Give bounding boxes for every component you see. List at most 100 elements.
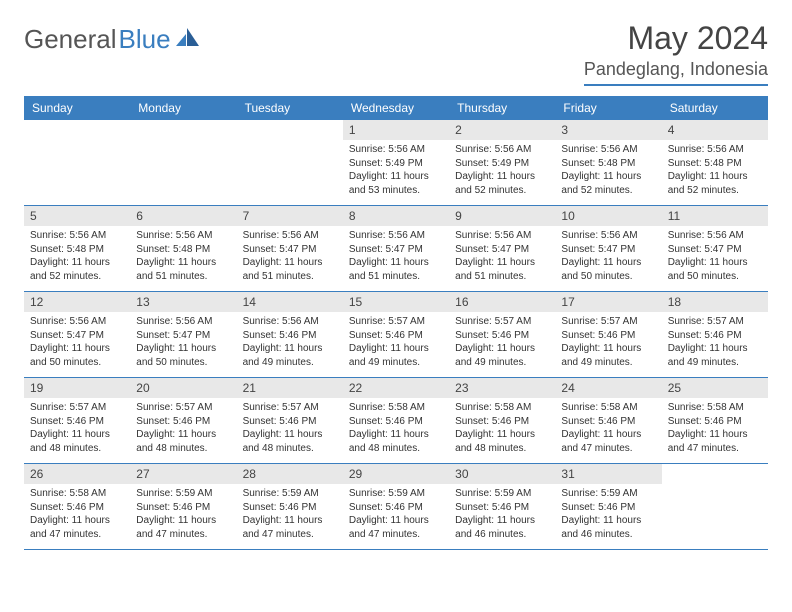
calendar-grid: 1Sunrise: 5:56 AMSunset: 5:49 PMDaylight… [24, 120, 768, 550]
weekday-label: Tuesday [237, 96, 343, 120]
location-label: Pandeglang, Indonesia [584, 59, 768, 86]
calendar-cell: 22Sunrise: 5:58 AMSunset: 5:46 PMDayligh… [343, 378, 449, 464]
sunset-line: Sunset: 5:48 PM [136, 243, 230, 257]
daylight-line: Daylight: 11 hours and 50 minutes. [136, 342, 230, 369]
day-number: 9 [449, 206, 555, 226]
day-number: 5 [24, 206, 130, 226]
weekday-label: Thursday [449, 96, 555, 120]
weekday-label: Wednesday [343, 96, 449, 120]
day-details: Sunrise: 5:57 AMSunset: 5:46 PMDaylight:… [130, 398, 236, 459]
day-details: Sunrise: 5:56 AMSunset: 5:47 PMDaylight:… [662, 226, 768, 287]
day-details: Sunrise: 5:58 AMSunset: 5:46 PMDaylight:… [343, 398, 449, 459]
day-number: 24 [555, 378, 661, 398]
daylight-line: Daylight: 11 hours and 50 minutes. [668, 256, 762, 283]
daylight-line: Daylight: 11 hours and 52 minutes. [561, 170, 655, 197]
sunrise-line: Sunrise: 5:56 AM [136, 229, 230, 243]
calendar-cell: 4Sunrise: 5:56 AMSunset: 5:48 PMDaylight… [662, 120, 768, 206]
calendar-cell [130, 120, 236, 206]
day-number: 4 [662, 120, 768, 140]
brand-word-1: General [24, 24, 117, 55]
calendar-cell: 6Sunrise: 5:56 AMSunset: 5:48 PMDaylight… [130, 206, 236, 292]
day-details: Sunrise: 5:58 AMSunset: 5:46 PMDaylight:… [24, 484, 130, 545]
calendar-cell: 3Sunrise: 5:56 AMSunset: 5:48 PMDaylight… [555, 120, 661, 206]
sunrise-line: Sunrise: 5:56 AM [30, 229, 124, 243]
daylight-line: Daylight: 11 hours and 52 minutes. [668, 170, 762, 197]
sunrise-line: Sunrise: 5:56 AM [243, 229, 337, 243]
day-number: 23 [449, 378, 555, 398]
sunset-line: Sunset: 5:47 PM [136, 329, 230, 343]
day-number: 30 [449, 464, 555, 484]
calendar-cell: 13Sunrise: 5:56 AMSunset: 5:47 PMDayligh… [130, 292, 236, 378]
sunset-line: Sunset: 5:49 PM [455, 157, 549, 171]
calendar-cell: 7Sunrise: 5:56 AMSunset: 5:47 PMDaylight… [237, 206, 343, 292]
day-details: Sunrise: 5:58 AMSunset: 5:46 PMDaylight:… [662, 398, 768, 459]
daylight-line: Daylight: 11 hours and 49 minutes. [561, 342, 655, 369]
day-number: 20 [130, 378, 236, 398]
day-number: 15 [343, 292, 449, 312]
calendar-cell: 1Sunrise: 5:56 AMSunset: 5:49 PMDaylight… [343, 120, 449, 206]
sunset-line: Sunset: 5:47 PM [30, 329, 124, 343]
sunrise-line: Sunrise: 5:56 AM [30, 315, 124, 329]
day-number: 11 [662, 206, 768, 226]
sunset-line: Sunset: 5:46 PM [243, 501, 337, 515]
day-number: 17 [555, 292, 661, 312]
daylight-line: Daylight: 11 hours and 46 minutes. [455, 514, 549, 541]
daylight-line: Daylight: 11 hours and 49 minutes. [455, 342, 549, 369]
sunset-line: Sunset: 5:46 PM [30, 415, 124, 429]
daylight-line: Daylight: 11 hours and 52 minutes. [30, 256, 124, 283]
day-number: 31 [555, 464, 661, 484]
sunset-line: Sunset: 5:46 PM [561, 501, 655, 515]
calendar-cell: 21Sunrise: 5:57 AMSunset: 5:46 PMDayligh… [237, 378, 343, 464]
calendar-cell: 24Sunrise: 5:58 AMSunset: 5:46 PMDayligh… [555, 378, 661, 464]
daylight-line: Daylight: 11 hours and 53 minutes. [349, 170, 443, 197]
daylight-line: Daylight: 11 hours and 47 minutes. [30, 514, 124, 541]
sunset-line: Sunset: 5:48 PM [30, 243, 124, 257]
daylight-line: Daylight: 11 hours and 47 minutes. [136, 514, 230, 541]
daylight-line: Daylight: 11 hours and 47 minutes. [668, 428, 762, 455]
sunset-line: Sunset: 5:46 PM [349, 329, 443, 343]
day-details: Sunrise: 5:56 AMSunset: 5:48 PMDaylight:… [24, 226, 130, 287]
day-number: 16 [449, 292, 555, 312]
day-number: 19 [24, 378, 130, 398]
sunset-line: Sunset: 5:46 PM [668, 415, 762, 429]
calendar-cell [237, 120, 343, 206]
sunset-line: Sunset: 5:46 PM [30, 501, 124, 515]
day-number: 18 [662, 292, 768, 312]
sunset-line: Sunset: 5:46 PM [136, 501, 230, 515]
sunset-line: Sunset: 5:46 PM [561, 415, 655, 429]
day-number: 14 [237, 292, 343, 312]
calendar-cell: 26Sunrise: 5:58 AMSunset: 5:46 PMDayligh… [24, 464, 130, 550]
sunrise-line: Sunrise: 5:56 AM [349, 143, 443, 157]
calendar-cell: 27Sunrise: 5:59 AMSunset: 5:46 PMDayligh… [130, 464, 236, 550]
sunrise-line: Sunrise: 5:58 AM [349, 401, 443, 415]
daylight-line: Daylight: 11 hours and 51 minutes. [455, 256, 549, 283]
day-details: Sunrise: 5:59 AMSunset: 5:46 PMDaylight:… [237, 484, 343, 545]
sunset-line: Sunset: 5:46 PM [349, 501, 443, 515]
day-details [237, 140, 343, 147]
day-details: Sunrise: 5:56 AMSunset: 5:47 PMDaylight:… [555, 226, 661, 287]
calendar-cell: 31Sunrise: 5:59 AMSunset: 5:46 PMDayligh… [555, 464, 661, 550]
sunrise-line: Sunrise: 5:59 AM [561, 487, 655, 501]
month-title: May 2024 [584, 20, 768, 57]
header: GeneralBlue May 2024 Pandeglang, Indones… [24, 20, 768, 86]
day-details: Sunrise: 5:56 AMSunset: 5:47 PMDaylight:… [449, 226, 555, 287]
day-details: Sunrise: 5:58 AMSunset: 5:46 PMDaylight:… [555, 398, 661, 459]
day-details: Sunrise: 5:57 AMSunset: 5:46 PMDaylight:… [24, 398, 130, 459]
day-number: 26 [24, 464, 130, 484]
sunset-line: Sunset: 5:46 PM [243, 415, 337, 429]
calendar-cell: 23Sunrise: 5:58 AMSunset: 5:46 PMDayligh… [449, 378, 555, 464]
daylight-line: Daylight: 11 hours and 48 minutes. [455, 428, 549, 455]
day-number: 3 [555, 120, 661, 140]
day-details: Sunrise: 5:58 AMSunset: 5:46 PMDaylight:… [449, 398, 555, 459]
day-number: 6 [130, 206, 236, 226]
title-block: May 2024 Pandeglang, Indonesia [584, 20, 768, 86]
day-details: Sunrise: 5:56 AMSunset: 5:47 PMDaylight:… [24, 312, 130, 373]
calendar-cell: 8Sunrise: 5:56 AMSunset: 5:47 PMDaylight… [343, 206, 449, 292]
sunset-line: Sunset: 5:46 PM [243, 329, 337, 343]
day-details: Sunrise: 5:57 AMSunset: 5:46 PMDaylight:… [449, 312, 555, 373]
brand-word-2: Blue [119, 24, 171, 55]
calendar-cell: 11Sunrise: 5:56 AMSunset: 5:47 PMDayligh… [662, 206, 768, 292]
sunrise-line: Sunrise: 5:59 AM [349, 487, 443, 501]
sunrise-line: Sunrise: 5:58 AM [561, 401, 655, 415]
day-details [24, 140, 130, 147]
